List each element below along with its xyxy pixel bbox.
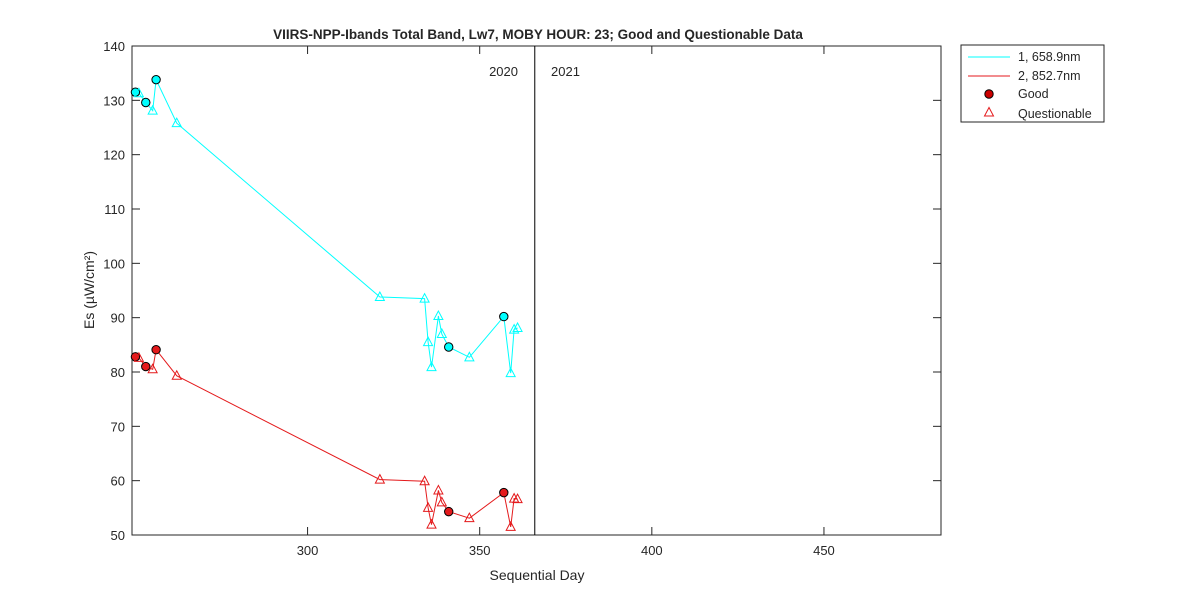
questionable-point bbox=[171, 117, 183, 128]
questionable-point bbox=[433, 309, 444, 321]
questionable-point bbox=[133, 87, 145, 98]
good-point bbox=[151, 74, 161, 85]
legend-box bbox=[960, 44, 1105, 123]
series-line bbox=[135, 348, 518, 527]
y-tick-label: 90 bbox=[111, 311, 125, 326]
questionable-point bbox=[505, 520, 517, 531]
legend-label-series2: 2, 852.7nm bbox=[1018, 69, 1081, 83]
legend: 1, 658.9nm 2, 852.7nm Good Questionable bbox=[960, 44, 1105, 123]
series-2 bbox=[130, 345, 523, 531]
questionable-point bbox=[512, 321, 523, 332]
questionable-point bbox=[419, 475, 430, 486]
y-tick-label: 50 bbox=[111, 528, 125, 543]
x-tick-label: 350 bbox=[469, 543, 491, 558]
series-layer bbox=[130, 74, 523, 531]
questionable-point bbox=[426, 361, 437, 372]
x-tick-label: 400 bbox=[641, 543, 663, 558]
y-tick-label: 80 bbox=[111, 365, 125, 380]
questionable-point bbox=[422, 501, 434, 512]
questionable-point bbox=[133, 351, 145, 362]
questionable-point bbox=[419, 292, 430, 303]
questionable-point bbox=[147, 104, 158, 115]
year-label-2020: 2020 bbox=[489, 64, 518, 79]
questionable-point bbox=[464, 512, 475, 523]
good-point bbox=[499, 311, 509, 322]
questionable-point bbox=[436, 327, 448, 338]
questionable-point bbox=[464, 351, 475, 362]
questionable-point bbox=[171, 369, 183, 380]
plot-area bbox=[131, 45, 942, 536]
questionable-point bbox=[433, 484, 444, 495]
legend-label-questionable: Questionable bbox=[1018, 107, 1092, 121]
legend-marker-good bbox=[984, 89, 994, 99]
x-tick-label: 300 bbox=[297, 543, 319, 558]
y-tick-label: 140 bbox=[103, 39, 125, 54]
good-point bbox=[151, 345, 161, 355]
year-label-2021: 2021 bbox=[551, 64, 580, 79]
series-1 bbox=[130, 74, 523, 378]
questionable-point bbox=[374, 290, 386, 302]
questionable-point bbox=[508, 323, 520, 334]
series-line bbox=[135, 77, 518, 374]
good-point bbox=[444, 342, 454, 352]
good-point bbox=[141, 361, 151, 372]
questionable-point bbox=[436, 496, 448, 507]
legend-label-series1: 1, 658.9nm bbox=[1018, 50, 1081, 64]
chart-title: VIIRS-NPP-Ibands Total Band, Lw7, MOBY H… bbox=[273, 27, 803, 42]
y-tick-label: 120 bbox=[103, 148, 125, 163]
good-point bbox=[141, 97, 151, 108]
questionable-point bbox=[505, 367, 517, 378]
good-point bbox=[444, 506, 454, 517]
questionable-point bbox=[374, 473, 386, 484]
y-tick-label: 130 bbox=[103, 93, 125, 108]
y-tick-label: 100 bbox=[103, 256, 125, 271]
x-tick-label: 450 bbox=[813, 543, 835, 558]
questionable-point bbox=[426, 518, 437, 529]
questionable-point bbox=[508, 492, 520, 503]
legend-label-good: Good bbox=[1018, 87, 1049, 101]
good-point bbox=[499, 487, 509, 498]
y-tick-label: 60 bbox=[111, 474, 125, 489]
questionable-point bbox=[147, 363, 158, 374]
tick-labels: 300 350 400 450 50 60 70 80 90 100 110 120 130 140 bbox=[103, 39, 835, 558]
y-tick-label: 70 bbox=[111, 419, 125, 434]
axis-ticks bbox=[132, 45, 941, 536]
y-axis-label: Es (µW/cm²) bbox=[81, 251, 97, 329]
x-axis-label: Sequential Day bbox=[490, 567, 585, 583]
y-tick-label: 110 bbox=[104, 202, 125, 217]
questionable-point bbox=[512, 493, 523, 504]
questionable-point bbox=[422, 336, 434, 347]
legend-marker-questionable bbox=[983, 106, 995, 117]
